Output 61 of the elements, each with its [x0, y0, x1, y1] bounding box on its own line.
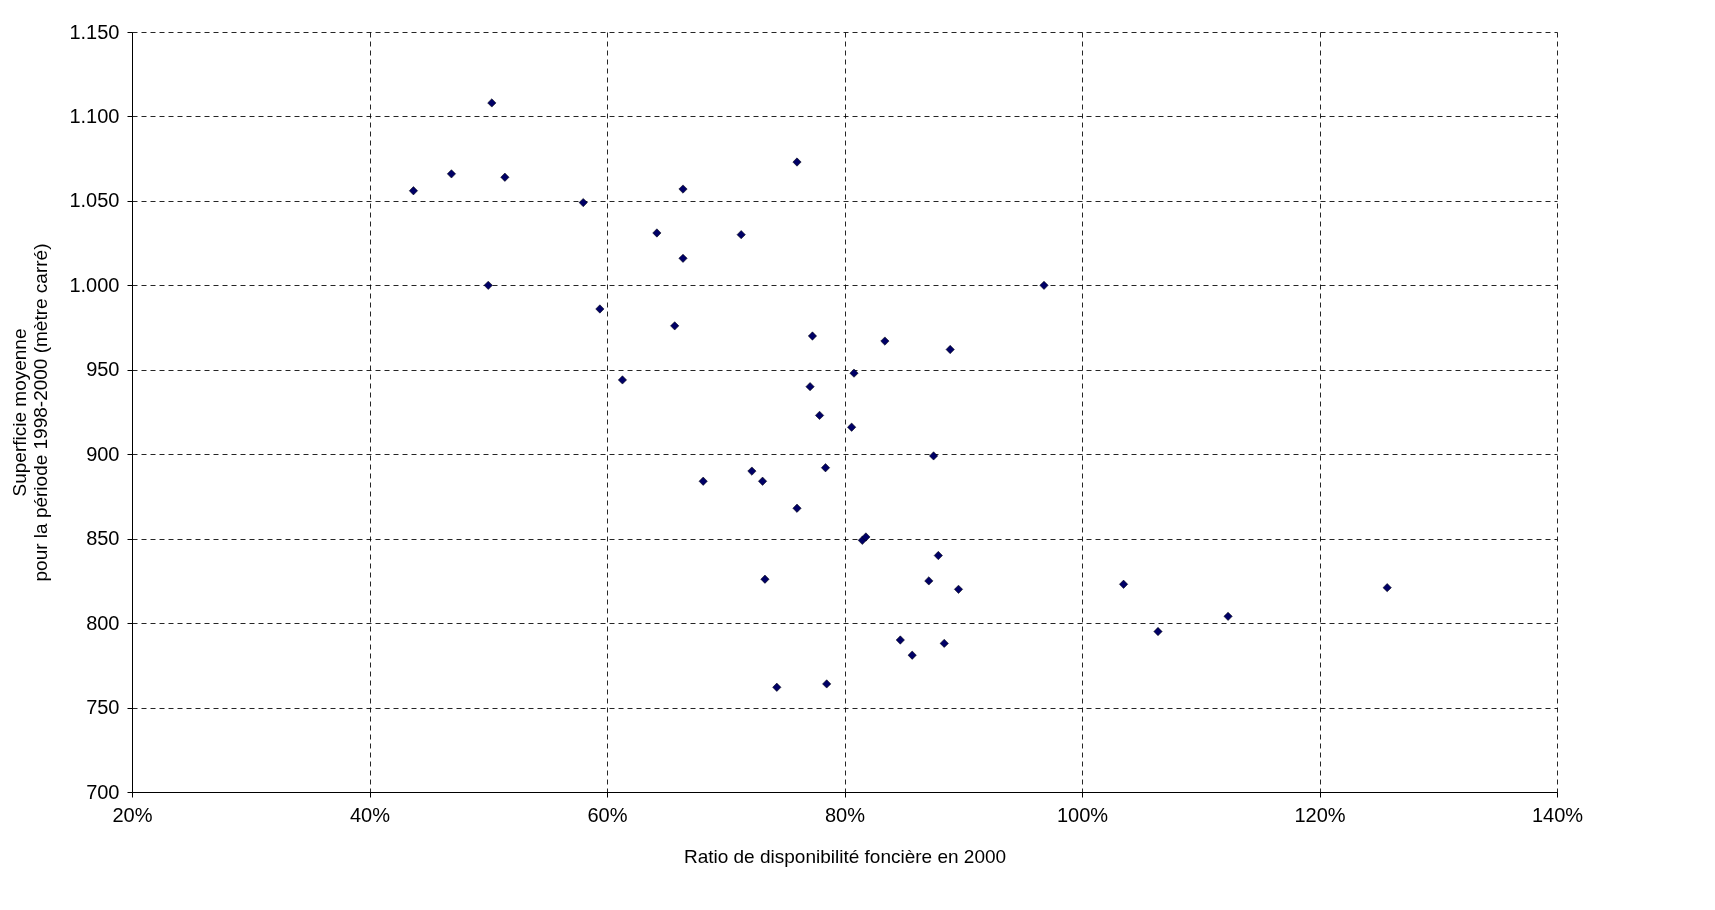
point: [821, 463, 830, 473]
point: [760, 574, 770, 584]
point: [939, 638, 949, 648]
point: [1119, 579, 1128, 589]
point: [861, 532, 871, 542]
point: [447, 169, 456, 179]
point: [792, 157, 802, 167]
point: [822, 679, 832, 689]
y-tick-label: 800: [86, 611, 120, 634]
point: [1039, 280, 1049, 290]
point: [815, 410, 824, 420]
point: [1223, 611, 1233, 621]
point: [578, 198, 588, 208]
y-tick-label: 1.050: [69, 189, 120, 212]
point: [652, 228, 662, 238]
x-tick-label: 40%: [349, 803, 391, 826]
point: [500, 172, 510, 182]
point: [907, 650, 917, 660]
y-tick-label: 950: [86, 358, 120, 381]
x-tick-label: 60%: [587, 803, 628, 826]
point: [954, 584, 963, 594]
x-tick-label: 80%: [824, 803, 866, 826]
point: [1382, 583, 1392, 593]
point: [847, 422, 857, 432]
point: [772, 682, 782, 692]
y-axis-title: Superficie moyenne pour la période 1998-2000 (mètre carré): [9, 243, 52, 582]
y-tick-label: 850: [86, 527, 120, 550]
point: [758, 476, 767, 486]
point: [670, 321, 680, 331]
x-tick-label: 140%: [1531, 803, 1584, 826]
y-tick-label: 1.100: [69, 104, 120, 127]
point: [483, 280, 493, 290]
point: [618, 375, 627, 385]
point: [792, 503, 802, 513]
point: [880, 336, 890, 346]
point: [698, 476, 708, 486]
y-tick-label: 750: [86, 696, 120, 719]
y-tick-label: 1.000: [69, 273, 120, 296]
point: [409, 186, 418, 196]
point: [487, 98, 497, 108]
point: [747, 466, 757, 476]
point: [945, 345, 955, 354]
y-tick-label: 900: [86, 442, 120, 465]
point: [849, 368, 859, 378]
point: [1153, 627, 1163, 636]
point: [678, 253, 688, 263]
point: [929, 451, 938, 461]
point: [933, 551, 943, 560]
x-axis-title: Ratio de disponibilité foncière en 2000: [683, 845, 1007, 867]
point: [895, 635, 905, 645]
point: [924, 576, 934, 586]
point: [805, 382, 815, 392]
point: [736, 230, 746, 240]
x-tick-label: 100%: [1056, 803, 1109, 826]
point: [808, 331, 817, 341]
x-tick-label: 20%: [112, 803, 153, 826]
y-tick-label: 1.150: [69, 20, 120, 43]
point: [595, 304, 605, 314]
y-tick-label: 700: [86, 780, 120, 803]
point: [678, 184, 688, 194]
x-tick-label: 120%: [1294, 803, 1346, 826]
